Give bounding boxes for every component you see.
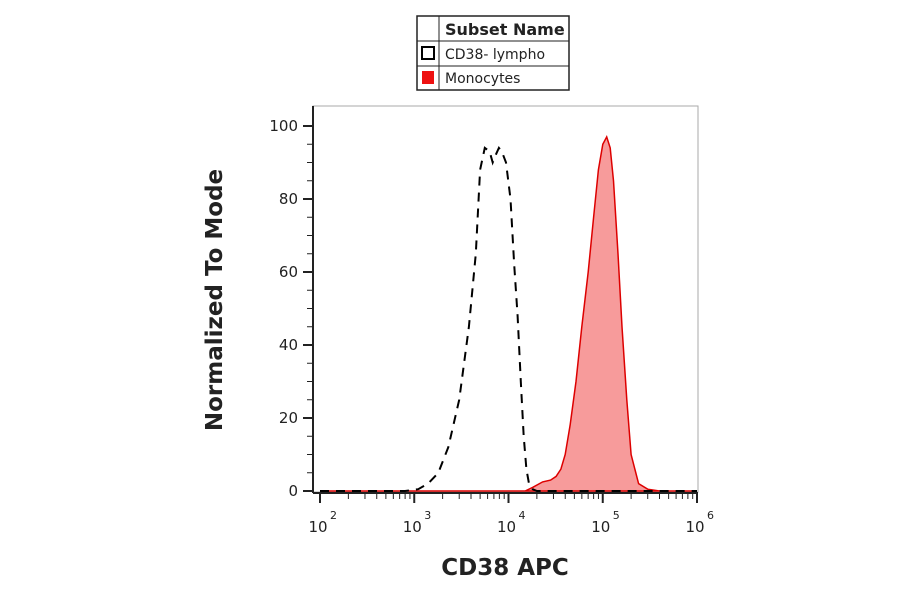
legend-label-cd38-lympho: CD38- lympho [445, 47, 545, 63]
x-tick-label: 10 [685, 518, 704, 536]
x-tick-exponent: 3 [424, 509, 431, 522]
legend: Subset Name CD38- lympho Monocytes [416, 15, 570, 91]
y-tick-label: 0 [288, 482, 298, 500]
y-tick-label: 60 [279, 263, 298, 281]
y-tick-label: 80 [279, 190, 298, 208]
series-cd38-lympho-line [320, 146, 697, 492]
legend-swatch-monocytes [422, 71, 434, 84]
y-axis-title: Normalized To Mode [202, 169, 228, 431]
x-tick-label: 10 [308, 518, 327, 536]
x-tick-exponent: 2 [330, 509, 337, 522]
y-tick-label: 40 [279, 336, 298, 354]
legend-swatch-cd38-lympho [421, 46, 435, 60]
x-axis-title: CD38 APC [441, 555, 569, 581]
series-monocytes-area [320, 134, 697, 492]
plot-frame [312, 105, 699, 493]
x-tick-label: 10 [403, 518, 422, 536]
x-tick-exponent: 4 [519, 509, 526, 522]
y-axis-ticks: 100 80 60 40 20 0 [269, 117, 313, 500]
y-tick-label: 20 [279, 409, 298, 427]
legend-label-monocytes: Monocytes [445, 71, 520, 87]
legend-frame [416, 15, 570, 91]
x-tick-exponent: 6 [707, 509, 714, 522]
x-tick-label: 10 [591, 518, 610, 536]
y-tick-label: 100 [269, 117, 298, 135]
legend-header: Subset Name [445, 20, 565, 39]
x-tick-exponent: 5 [613, 509, 620, 522]
x-tick-label: 10 [497, 518, 516, 536]
